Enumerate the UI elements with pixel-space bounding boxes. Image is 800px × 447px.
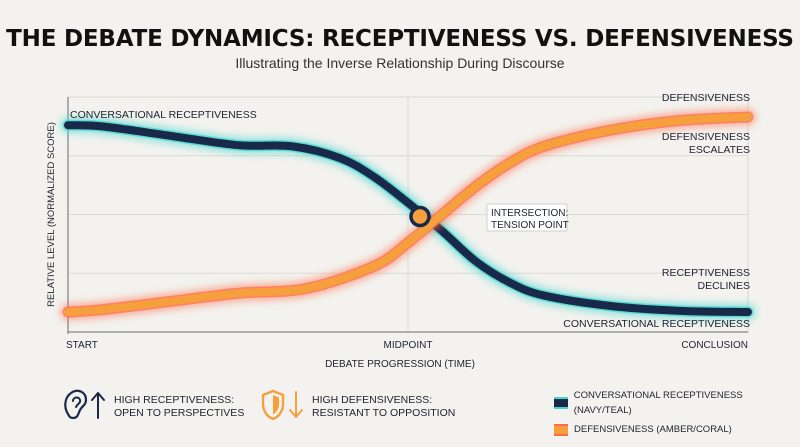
intersection-callout-line2: TENSION POINT: [491, 220, 569, 231]
annotation-receptiveness-end: CONVERSATIONAL RECEPTIVENESS: [563, 318, 750, 330]
marker-layer: [409, 205, 431, 228]
legend-receptiveness: HIGH RECEPTIVENESS: OPEN TO PERSPECTIVES: [114, 394, 244, 420]
annotation-escalates-line1: DEFENSIVENESS: [662, 131, 750, 143]
text-layer: START MIDPOINT CONCLUSION DEBATE PROGRESSIO…: [46, 92, 750, 370]
x-tick-label-start: START: [66, 340, 98, 351]
annotation-declines-line1: RECEPTIVENESS: [662, 267, 750, 279]
annotation-declines-line2: DECLINES: [697, 280, 750, 292]
annotation-defensiveness-end: DEFENSIVENESS: [662, 92, 750, 104]
swatch-defensiveness: [554, 423, 568, 436]
ear-icon: [64, 389, 88, 420]
swatch-receptiveness: [554, 397, 568, 409]
series-legend-item-receptiveness: CONVERSATIONAL RECEPTIVENESS (NAVY/TEAL): [554, 388, 800, 418]
legend-defensiveness-line1: HIGH DEFENSIVENESS:: [312, 394, 433, 406]
y-axis-label: RELATIVE LEVEL (NORMALIZED SCORE): [46, 122, 57, 307]
arrow-up-icon: [91, 392, 105, 419]
x-tick-label-conclusion: CONCLUSION: [681, 340, 748, 351]
annotation-receptiveness-start: CONVERSATIONAL RECEPTIVENESS: [70, 109, 257, 121]
series-legend-label-receptiveness: CONVERSATIONAL RECEPTIVENESS (NAVY/TEAL): [573, 390, 743, 416]
chart-subtitle: Illustrating the Inverse Relationship Du…: [235, 55, 565, 71]
arrow-down-icon: [289, 391, 303, 418]
intersection-callout-box: [486, 203, 568, 232]
series-legend: CONVERSATIONAL RECEPTIVENESS (NAVY/TEAL)…: [554, 388, 800, 437]
intersection-marker-core: [415, 212, 425, 221]
x-axis-label: DEBATE PROGRESSION (TIME): [325, 359, 475, 370]
series-legend-item-defensiveness: DEFENSIVENESS (AMBER/CORAL): [554, 422, 800, 437]
chart-title: THE DEBATE DYNAMICS: RECEPTIVENESS VS. D…: [6, 26, 794, 52]
series-defensiveness-line: [64, 112, 752, 317]
annotation-escalates-line2: ESCALATES: [689, 144, 750, 156]
shield-icon: [261, 389, 285, 421]
legend-defensiveness-line2: RESISTANT TO OPPOSITION: [312, 407, 456, 419]
grid: [67, 96, 749, 334]
series-receptiveness-line: [64, 121, 752, 317]
series-layer: [60, 108, 756, 321]
legend-defensiveness: HIGH DEFENSIVENESS: RESISTANT TO OPPOSIT…: [312, 394, 455, 420]
legend-receptiveness-line2: OPEN TO PERSPECTIVES: [114, 407, 245, 419]
x-tick-label-midpoint: MIDPOINT: [384, 340, 433, 351]
intersection-callout-line1: INTERSECTION:: [491, 208, 568, 219]
series-legend-label-defensiveness: DEFENSIVENESS (AMBER/CORAL): [574, 424, 732, 435]
legend-receptiveness-line1: HIGH RECEPTIVENESS:: [114, 394, 235, 406]
